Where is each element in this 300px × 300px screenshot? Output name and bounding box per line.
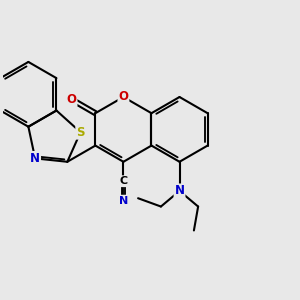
Text: O: O: [67, 93, 76, 106]
Text: C: C: [119, 176, 128, 186]
Text: S: S: [76, 126, 85, 139]
Text: O: O: [118, 91, 128, 103]
Text: N: N: [175, 184, 184, 197]
Text: N: N: [119, 196, 128, 206]
Text: N: N: [30, 152, 40, 165]
